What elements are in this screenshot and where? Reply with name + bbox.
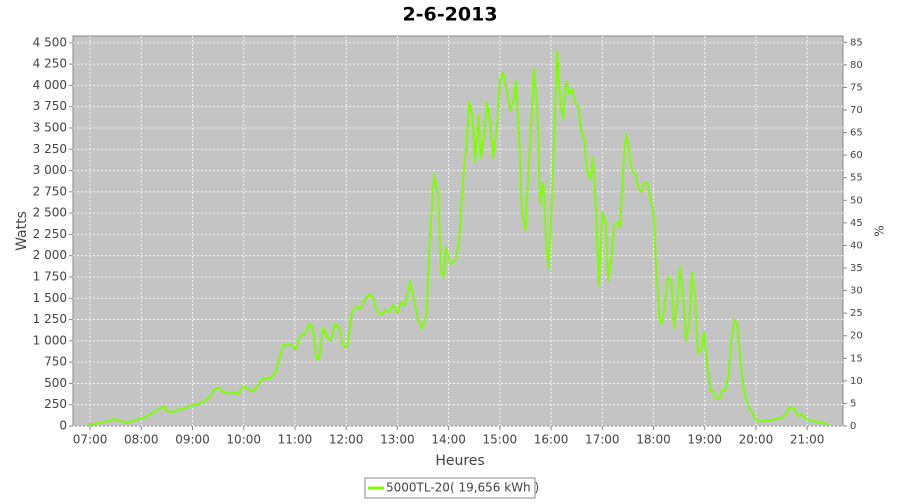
x-tick-label: 09:00 [175,433,210,447]
y-tick-label: 1 750 [33,269,67,283]
y-tick-label: 1 000 [33,333,67,347]
y2-tick-label: 30 [850,286,863,297]
y-tick-label: 750 [44,355,67,369]
x-tick-label: 10:00 [226,433,261,447]
y2-tick-label: 65 [850,128,863,139]
y2-tick-label: 75 [850,82,863,93]
y2-tick-label: 80 [850,60,863,71]
legend-box [364,477,536,499]
x-tick-label: 07:00 [73,433,108,447]
y-tick-label: 0 [59,419,67,433]
y-axis-label: Watts [14,211,30,251]
y2-tick-label: 50 [850,195,863,206]
y-tick-label: 2 750 [33,184,67,198]
x-tick-label: 20:00 [739,433,774,447]
y-tick-label: 3 000 [33,163,67,177]
x-tick-label: 15:00 [483,433,518,447]
y2-tick-label: 10 [850,376,863,387]
y2-tick-label: 5 [850,398,856,409]
x-tick-label: 12:00 [329,433,364,447]
y2-tick-label: 35 [850,263,863,274]
y2-tick-label: 55 [850,173,863,184]
x-tick-label: 13:00 [380,433,415,447]
y-tick-label: 2 500 [33,206,67,220]
y2-tick-label: 60 [850,150,863,161]
x-tick-label: 14:00 [431,433,466,447]
y-tick-label: 3 750 [33,99,67,113]
y-tick-label: 3 250 [33,142,67,156]
x-tick-label: 16:00 [534,433,569,447]
y2-tick-label: 40 [850,240,863,251]
series-line [88,50,829,426]
y-tick-label: 2 000 [33,248,67,262]
y-tick-label: 2 250 [33,227,67,241]
x-tick-label: 11:00 [278,433,313,447]
y-tick-label: 4 500 [33,35,67,49]
y-tick-label: 500 [44,376,67,390]
legend-label: 5000TL-20( 19,656 kWh ) [386,481,539,495]
y2-tick-label: 15 [850,353,863,364]
plot-area [72,35,844,427]
x-tick-label: 18:00 [636,433,671,447]
x-tick-label: 17:00 [585,433,620,447]
x-tick-label: 19:00 [687,433,722,447]
y2-tick-label: 20 [850,331,863,342]
y-tick-label: 4 000 [33,78,67,92]
x-tick-label: 21:00 [790,433,825,447]
y-tick-label: 3 500 [33,120,67,134]
y-tick-label: 1 250 [33,312,67,326]
y2-tick-label: 70 [850,105,863,116]
legend: 5000TL-20( 19,656 kWh ) [364,477,539,499]
y2-tick-label: 45 [850,218,863,229]
chart-title: 2-6-2013 [402,4,497,26]
y-tick-label: 4 250 [33,57,67,71]
y2-tick-label: 25 [850,308,863,319]
x-tick-label: 08:00 [124,433,159,447]
x-axis-label: Heures [435,453,484,469]
y-tick-label: 1 500 [33,291,67,305]
y2-tick-label: 0 [850,421,856,432]
y2-tick-label: 85 [850,37,863,48]
y-tick-label: 250 [44,397,67,411]
y2-axis-label: % [873,225,887,236]
